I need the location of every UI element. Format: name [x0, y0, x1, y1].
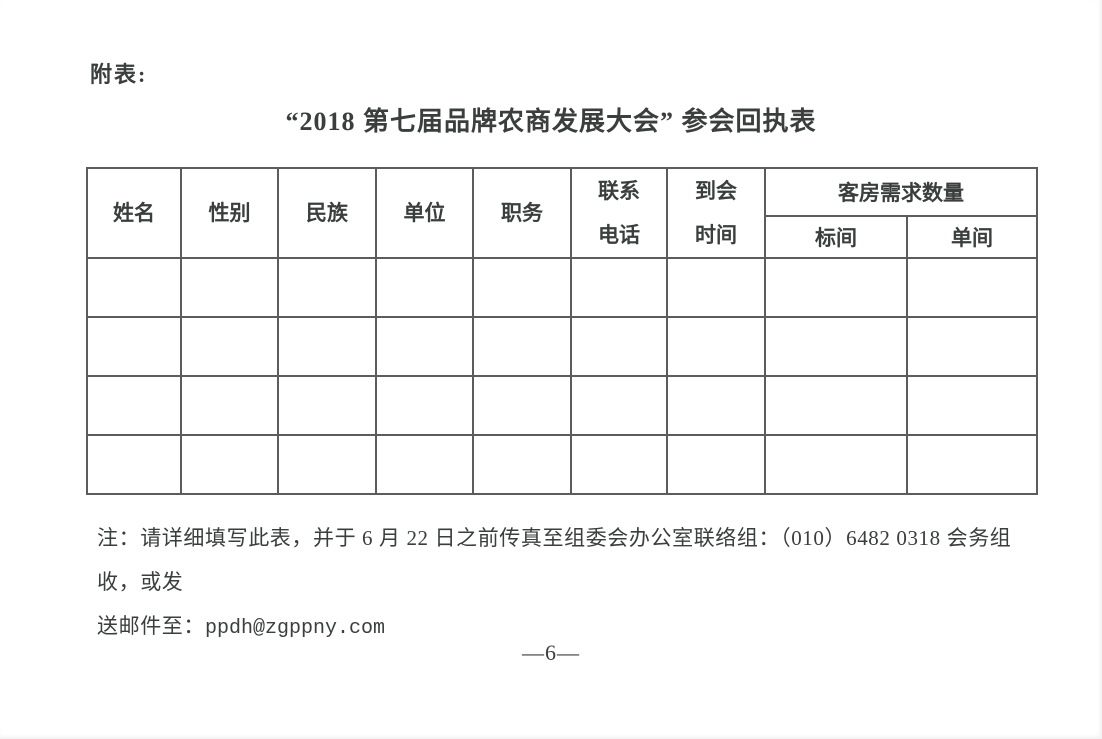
header-gender: 性别 [180, 166, 279, 260]
registration-table: 姓名 性别 民族 单位 职务 联系 电话 到会 时间 客房需求数量 标间 单间 [86, 166, 1038, 496]
empty-cell [666, 434, 766, 496]
empty-cell [570, 375, 668, 437]
empty-cell [86, 257, 182, 319]
empty-cell [570, 257, 668, 319]
empty-cell [277, 316, 377, 378]
note-line-2-prefix: 送邮件至： [97, 614, 205, 638]
table-row [86, 434, 1038, 496]
empty-cell [906, 316, 1038, 378]
empty-cell [472, 375, 572, 437]
empty-cell [570, 434, 668, 496]
header-room-demand: 客房需求数量 [764, 167, 1038, 217]
header-standard-room: 标间 [764, 214, 908, 260]
empty-cell [180, 316, 279, 378]
table-row [86, 257, 1038, 319]
empty-cell [375, 375, 474, 437]
header-single-room: 单间 [906, 214, 1038, 260]
empty-cell [472, 257, 572, 319]
empty-cell [86, 375, 182, 437]
header-contact-phone: 联系 电话 [570, 166, 668, 260]
note-line-2: 送邮件至：ppdh@zgppny.com [97, 604, 1042, 651]
empty-cell [472, 316, 572, 378]
table-row [86, 375, 1038, 437]
empty-cell [764, 434, 908, 496]
note-line-1: 注：请详细填写此表，并于 6 月 22 日之前传真至组委会办公室联络组：（010… [97, 526, 1012, 594]
document-title: “2018 第七届品牌农商发展大会” 参会回执表 [285, 107, 817, 136]
empty-cell [666, 316, 766, 378]
empty-cell [375, 316, 474, 378]
page-number: —6— [522, 640, 580, 665]
table-body [86, 257, 1038, 496]
note: 注：请详细填写此表，并于 6 月 22 日之前传真至组委会办公室联络组：（010… [97, 516, 1042, 651]
empty-cell [277, 434, 377, 496]
empty-cell [570, 316, 668, 378]
header-ethnicity: 民族 [277, 166, 377, 260]
attachment-label: 附表: [90, 62, 148, 87]
empty-cell [180, 434, 279, 496]
empty-cell [906, 257, 1038, 319]
empty-cell [764, 257, 908, 319]
header-arrival-time: 到会 时间 [666, 166, 766, 260]
header-organization: 单位 [375, 166, 474, 260]
empty-cell [666, 375, 766, 437]
email-address: ppdh@zgppny.com [205, 617, 386, 640]
empty-cell [375, 434, 474, 496]
empty-cell [906, 434, 1038, 496]
empty-cell [180, 257, 279, 319]
empty-cell [86, 434, 182, 496]
header-position: 职务 [472, 166, 572, 260]
empty-cell [180, 375, 279, 437]
empty-cell [277, 257, 377, 319]
empty-cell [906, 375, 1038, 437]
empty-cell [472, 434, 572, 496]
empty-cell [764, 375, 908, 437]
empty-cell [764, 316, 908, 378]
empty-cell [666, 257, 766, 319]
header-name: 姓名 [86, 166, 182, 260]
table-row [86, 316, 1038, 378]
empty-cell [86, 316, 182, 378]
empty-cell [375, 257, 474, 319]
empty-cell [277, 375, 377, 437]
